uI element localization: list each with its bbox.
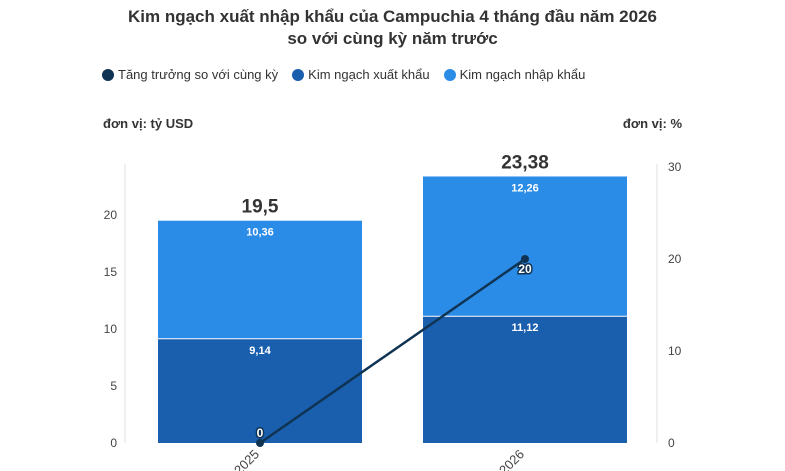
data-label-export-2026: 11,12 [512,322,539,334]
growth-line [259,257,526,445]
data-label-import-2026: 12,26 [511,182,539,194]
legend-item-import[interactable]: Kim ngạch nhập khẩu [443,67,586,82]
legend-label-import: Kim ngạch nhập khẩu [459,67,586,82]
chart-title-line2: so với cùng kỳ năm trước [287,29,498,48]
legend-item-growth[interactable]: Tăng trưởng so với cùng kỳ [102,67,278,82]
y-left-tick-3: 15 [104,265,118,279]
y-right-tick-0: 0 [668,436,675,450]
bar-import-2025 [158,220,362,339]
y-left-tick-4: 20 [104,208,118,222]
total-label-2026: 23,38 [501,152,549,173]
x-tick-2025: 2025 [231,447,262,471]
legend-swatch-export [292,68,305,81]
y-left-tick-2: 10 [104,322,118,336]
x-tick-2026: 2026 [496,447,527,471]
legend-swatch-import [443,68,456,81]
growth-label-2025: 0 [257,426,264,440]
bar-export-2026 [423,316,627,443]
y-right-tick-1: 10 [668,344,682,358]
legend-item-export[interactable]: Kim ngạch xuất khẩu [292,67,430,82]
growth-point-2026 [521,255,529,263]
y-left-tick-0: 0 [110,436,117,450]
total-label-2025: 19,5 [242,197,279,218]
legend-swatch-growth [102,68,114,81]
growth-point-2025 [256,439,264,447]
data-label-import-2025: 10,36 [246,227,274,239]
y-right-tick-2: 20 [668,252,682,266]
data-label-export-2025: 9,14 [249,345,271,357]
legend-label-growth: Tăng trưởng so với cùng kỳ [118,67,279,82]
growth-label-2026: 20 [518,262,532,276]
chart-title-line1: Kim ngạch xuất nhập khẩu của Campuchia 4… [127,7,658,26]
y-left-tick-1: 5 [110,379,117,393]
unit-right-label: đơn vị: % [622,116,682,131]
bar-import-2026 [423,176,627,317]
unit-left-label: đơn vị: tỷ USD [103,116,194,131]
legend-label-export: Kim ngạch xuất khẩu [308,67,430,82]
legend: Tăng trưởng so với cùng kỳ Kim ngạch xuấ… [102,67,585,82]
y-right-tick-3: 30 [668,160,682,174]
bar-export-2025 [158,338,362,443]
chart-title: Kim ngạch xuất nhập khẩu của Campuchia 4… [0,6,785,50]
